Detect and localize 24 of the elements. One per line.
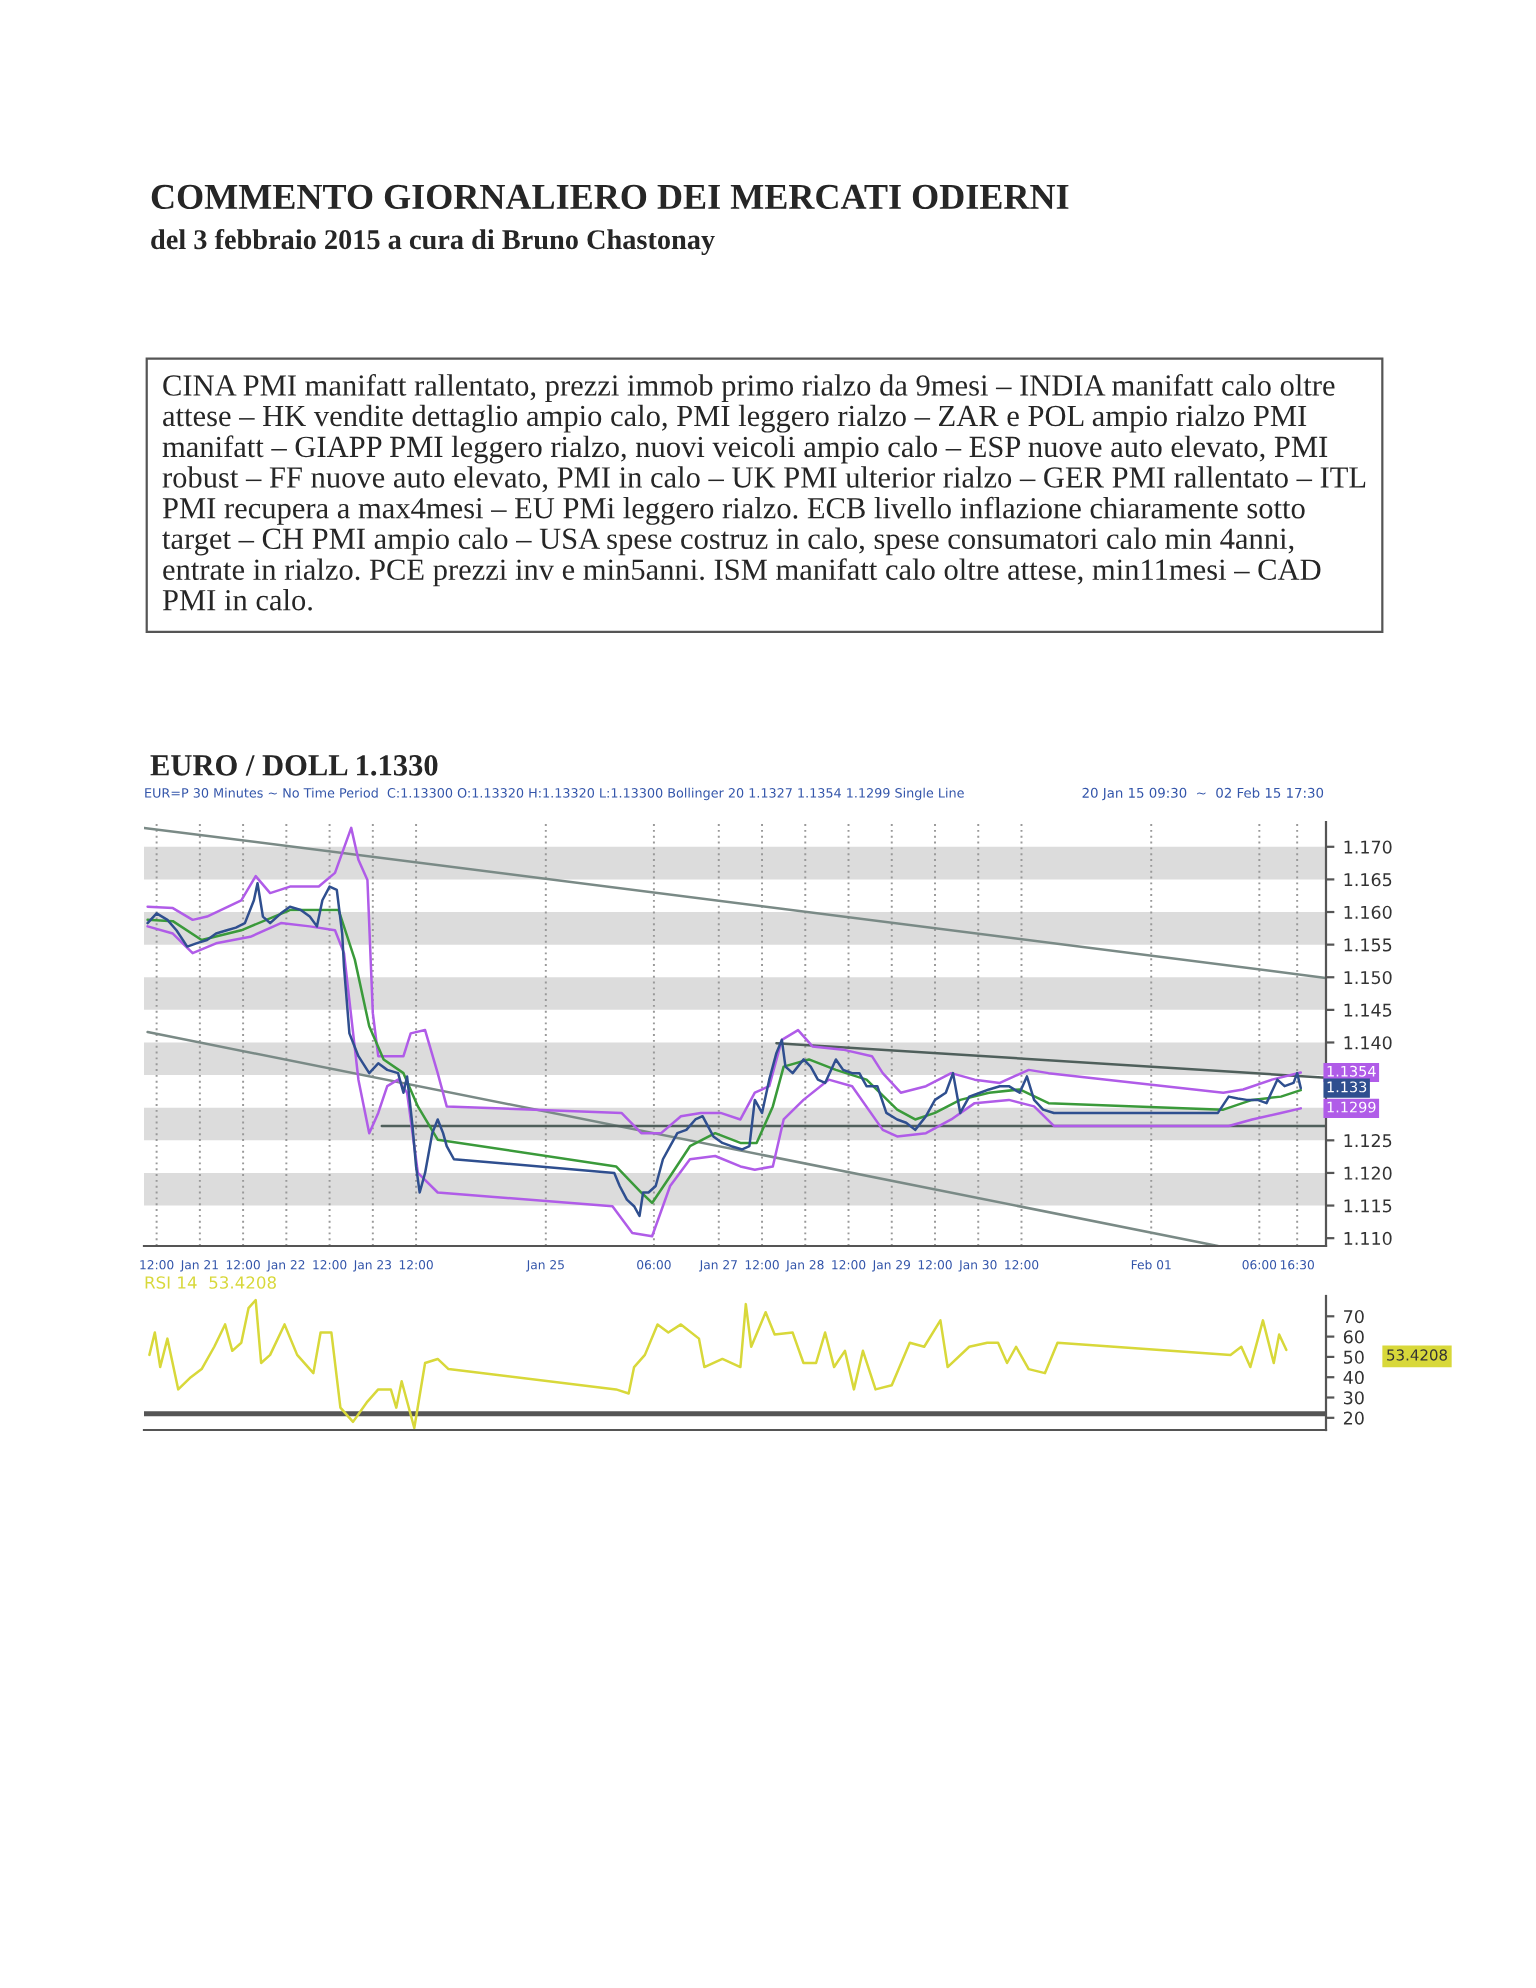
text: del 3 febbraio 2015 a cura di Bruno Chastonay: [151, 228, 715, 256]
text: CINA PMI manifatt rallentato, prezzi immob primo rialzo da 9mesi – INDIA manifatt calo oltre attese – HK vendite dettaglio ampio calo, PMI leggero rialzo – ZAR e POL ampio rialzo PMI manifatt – GIAPP PMI leggero rialzo, nuovi veicoli ampio calo – ESP nuove auto elevato, PMI robust – FF nuove auto elevato, PMI in calo – UK PMI ulterior rialzo – GER PMI rallentato – ITL PMI recupera a max4mesi – EU PMi leggero rialzo. ECB livello inflazione chiaramente sotto target – CH PMI ampio calo – USA spese costruz in calo, spese consumatori calo min 4anni, entrate in rialzo. PCE prezzi inv e min5anni. ISM manifatt calo oltre attese, min11mesi – CAD PMI in calo.: [162, 374, 1366, 611]
chart-title: EURO / DOLL 1.1330: [150, 755, 438, 776]
y-tick-label: 70: [1344, 1309, 1364, 1324]
y-tick-label: 20: [1343, 1411, 1364, 1425]
y-tick-label: 1.110: [1344, 1231, 1392, 1246]
y-tick-label: 1.170: [1344, 840, 1392, 854]
y-tick-label: 30: [1344, 1391, 1364, 1405]
y-tick-label: 1.125: [1344, 1133, 1392, 1148]
y-tick-label: 1.160: [1344, 905, 1392, 919]
y-tick-label: 1.145: [1344, 1003, 1392, 1017]
chart-title: RSI 14 53.4208: [145, 1276, 276, 1289]
y-tick-label: 1.115: [1344, 1199, 1392, 1213]
y-tick-label: 1.165: [1344, 873, 1392, 887]
text: COMMENTO GIORNALIERO DEI MERCATI ODIERNI: [151, 184, 1069, 210]
y-tick-label: 1.140: [1344, 1036, 1392, 1050]
y-tick-label: 60: [1343, 1330, 1364, 1344]
y-tick-label: 40: [1343, 1370, 1364, 1385]
y-tick-label: 50: [1344, 1350, 1364, 1364]
y-tick-label: 1.155: [1344, 938, 1392, 952]
line-series: [148, 1298, 1288, 1430]
y-tick-label: 1.150: [1344, 970, 1392, 985]
y-tick-label: 1.120: [1344, 1166, 1392, 1180]
line-series: [146, 826, 1303, 1135]
